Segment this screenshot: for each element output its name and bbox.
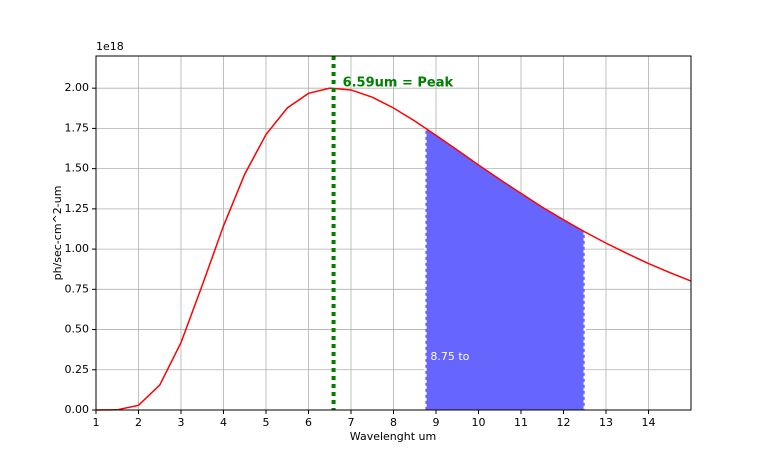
x-tick-label: 4 [220,416,227,429]
x-tick-label: 2 [135,416,142,429]
x-tick-label: 7 [348,416,355,429]
x-tick-label: 6 [305,416,312,429]
x-tick-label: 1 [93,416,100,429]
axes-frame [95,55,692,411]
y-tick-label: 0.25 [65,363,90,376]
y-tick-label: 1.25 [65,202,90,215]
y-tick-label: 1.00 [65,242,90,255]
x-tick-label: 13 [599,416,613,429]
x-tick-label: 11 [514,416,528,429]
x-tick-label: 9 [433,416,440,429]
x-tick-label: 3 [178,416,185,429]
y-tick-label: 0.00 [65,403,90,416]
shade-label: 8.75 to [430,350,469,363]
y-tick-label: 0.75 [65,282,90,295]
curve [95,87,692,411]
y-tick-label: 2.00 [65,81,90,94]
x-tick-label: 5 [263,416,270,429]
x-tick-label: 8 [390,416,397,429]
x-axis-label: Wavelenght um [350,430,436,443]
y-tick-label: 1.50 [65,162,90,175]
x-tick-label: 12 [557,416,571,429]
x-tick-label: 10 [472,416,486,429]
y-tick-label: 0.50 [65,323,90,336]
y-axis-label: ph/sec-cm^2-um [51,186,64,281]
x-tick-label: 14 [642,416,656,429]
y-tick-label: 1.75 [65,121,90,134]
shaded-area [425,127,585,410]
y-multiplier: 1e18 [96,40,124,53]
peak-label: 6.59um = Peak [343,76,454,91]
